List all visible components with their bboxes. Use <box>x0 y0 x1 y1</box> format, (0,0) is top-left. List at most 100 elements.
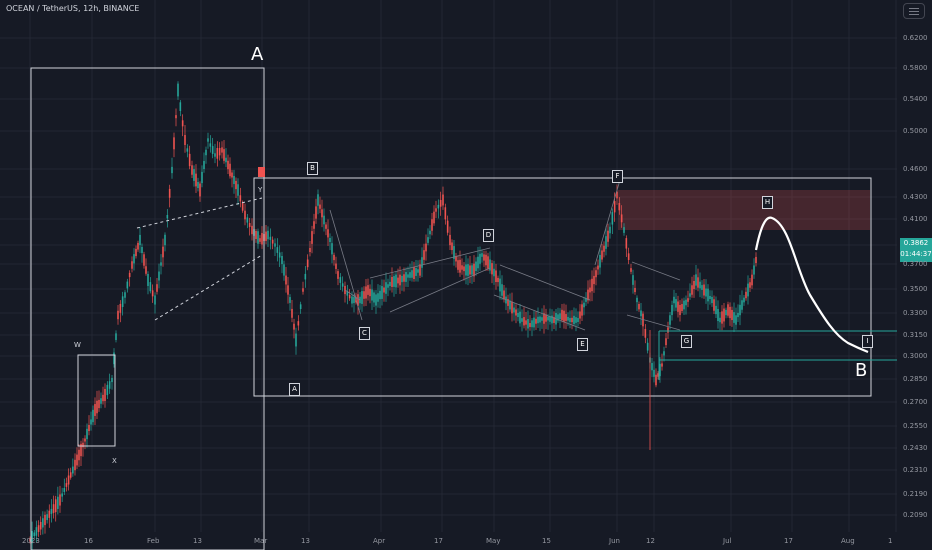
candle-body <box>749 282 751 288</box>
candle-body <box>675 299 677 308</box>
candle-body <box>527 319 529 329</box>
candle-body <box>469 265 471 275</box>
candle-body <box>96 400 98 414</box>
candle-body <box>605 236 607 249</box>
candle-body <box>29 538 31 542</box>
menu-icon[interactable] <box>903 3 925 19</box>
candle-body <box>84 438 86 442</box>
candle-body <box>33 532 36 537</box>
candle-body <box>391 276 393 288</box>
point-b-label: B <box>307 162 318 175</box>
time-tick-label: 15 <box>542 537 551 545</box>
candle-body <box>597 265 599 270</box>
candle-body <box>683 300 685 310</box>
candle-body <box>573 315 575 325</box>
projection-curve <box>754 216 869 354</box>
candle-body <box>52 504 55 513</box>
candle-body <box>636 297 638 303</box>
candle-body <box>501 284 503 296</box>
candle-body <box>113 352 115 365</box>
candle-body <box>141 246 143 254</box>
trend-line <box>389 267 491 313</box>
candle-body <box>433 211 435 224</box>
candle-body <box>531 320 533 328</box>
candle-body <box>541 317 543 321</box>
time-tick-label: 12 <box>646 537 655 545</box>
trend-line <box>594 179 621 266</box>
candle-body <box>403 274 405 282</box>
candle-body <box>104 388 106 402</box>
trend-line <box>329 209 363 321</box>
candle-body <box>335 263 337 269</box>
time-tick-label: Aug <box>841 537 855 545</box>
candle-body <box>435 208 437 212</box>
candle-body <box>225 157 227 163</box>
candle-body <box>620 214 623 223</box>
candle-body <box>471 265 473 275</box>
candle-body <box>119 303 122 313</box>
time-tick-label: Jun <box>609 537 620 545</box>
candle-body <box>383 287 385 293</box>
candle-body <box>661 363 663 367</box>
candle-body <box>283 264 285 276</box>
candle-body <box>211 146 214 154</box>
candle-body <box>545 314 547 322</box>
candle-body <box>381 286 383 299</box>
candle-body <box>164 234 166 246</box>
candle-body <box>173 137 175 150</box>
time-tick-label: Feb <box>147 537 160 545</box>
candle-body <box>295 333 297 347</box>
time-tick-label: 16 <box>84 537 93 545</box>
candle-body <box>86 428 88 440</box>
candle-body <box>50 508 53 514</box>
candle-body <box>291 308 293 318</box>
candles <box>29 81 757 550</box>
candle-body <box>367 285 369 295</box>
candle-body <box>379 290 381 300</box>
w-x-box <box>77 354 116 447</box>
trend-line <box>626 314 681 331</box>
point-a-label: A <box>289 383 300 396</box>
trend-line <box>344 289 361 301</box>
candle-body <box>269 236 272 240</box>
price-tick-label: 0.2190 <box>903 490 928 498</box>
price-tick-label: 0.3300 <box>903 309 928 317</box>
candle-body <box>218 147 221 156</box>
candle-body <box>417 269 419 273</box>
candle-body <box>739 304 741 316</box>
candle-body <box>385 282 387 294</box>
candle-body <box>166 214 169 219</box>
countdown: 01:44:37 <box>900 250 932 258</box>
candle-body <box>487 256 489 269</box>
candle-body <box>671 304 673 316</box>
candle-body <box>731 309 733 321</box>
candle-body <box>407 274 409 278</box>
trend-line <box>369 247 491 279</box>
candle-body <box>569 317 571 323</box>
candle-body <box>48 510 51 518</box>
candle-body <box>321 209 323 218</box>
candle-body <box>193 169 195 181</box>
candle-body <box>233 175 235 185</box>
candle-body <box>267 230 269 240</box>
candle-body <box>481 253 483 257</box>
candle-body <box>154 295 156 305</box>
candle-body <box>88 424 90 432</box>
candle-body <box>583 302 585 308</box>
candle-body <box>442 194 444 206</box>
candle-body <box>325 224 327 229</box>
point-x-label: X <box>112 457 117 465</box>
candle-body <box>94 404 96 416</box>
candle-body <box>237 184 239 196</box>
price-tick-label: 0.5800 <box>903 64 928 72</box>
candle-body <box>616 191 618 199</box>
point-c-label: C <box>359 327 370 340</box>
candle-body <box>613 200 616 213</box>
candle-body <box>659 363 661 377</box>
candle-body <box>599 254 601 268</box>
candle-body <box>229 163 231 177</box>
candle-body <box>369 288 371 297</box>
candle-body <box>699 281 701 289</box>
